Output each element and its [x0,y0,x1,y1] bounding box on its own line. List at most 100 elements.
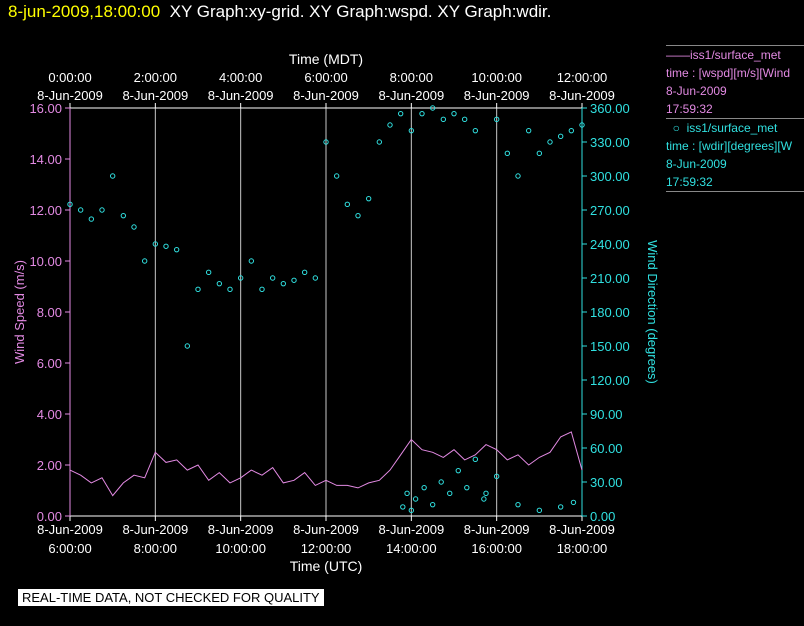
y-left-tick-label: 10.00 [29,254,62,269]
y-right-tick-label: 30.00 [590,475,623,490]
y-right-tick-label: 330.00 [590,135,630,150]
wdir-point [472,456,479,463]
wdir-point [195,286,201,293]
wdir-point [184,343,191,349]
wdir-point [515,501,521,508]
y-right-tick-label: 90.00 [590,407,623,422]
wdir-point [355,212,361,219]
wdir-point [408,127,415,134]
wdir-point [216,280,223,287]
wdir-point [77,207,84,213]
y-left-tick-label: 16.00 [29,101,62,116]
legend-wdir-name: ○ iss1/surface_met [666,121,778,135]
bottom-tick-date: 8-Jun-2009 [549,522,615,537]
wdir-point [536,150,543,157]
y-right-tick-label: 360.00 [590,101,630,116]
top-axis-title: Time (MDT) [289,51,363,67]
page-title: 8-jun-2009,18:00:00 XY Graph:xy-grid. XY… [8,2,551,22]
wdir-point [173,246,180,253]
wdir-point [323,139,329,145]
y-left-tick-label: 0.00 [37,509,62,524]
legend-separator [666,191,804,192]
top-tick-date: 8-Jun-2009 [464,88,530,103]
top-tick-date: 8-Jun-2009 [378,88,444,103]
legend-wdir-date: 8-Jun-2009 [666,157,727,171]
y-left-tick-label: 12.00 [29,203,62,218]
wdir-point [205,269,212,276]
wdir-point [237,275,244,281]
wdir-point [152,241,159,247]
wdir-point [99,207,105,213]
wdir-point [163,243,169,249]
wdir-point [120,212,127,219]
legend-wspd-name: ——iss1/surface_met [666,48,781,62]
y-left-tick-label: 4.00 [37,407,62,422]
wdir-point [67,201,73,208]
wdir-point [525,127,532,134]
y-left-tick-label: 14.00 [29,152,62,167]
top-tick-time: 10:00:00 [471,70,522,85]
axes-layer [65,103,587,521]
legend-wspd-var: time : [wspd][m/s][Wind [666,66,791,80]
wdir-point [481,496,487,502]
y-left-axis-title: Wind Speed (m/s) [12,260,27,364]
top-tick-date: 8-Jun-2009 [293,88,359,103]
wdir-point [483,490,489,497]
wdir-point [455,467,461,474]
grid-layer [154,108,498,516]
title-timestamp: 8-jun-2009,18:00:00 [8,2,161,21]
wdir-point [333,173,340,179]
bottom-axis-title: Time (UTC) [290,558,363,574]
wdir-point [419,110,425,117]
y-right-tick-label: 150.00 [590,339,630,354]
legend-wspd: ——iss1/surface_met time : [wspd][m/s][Wi… [666,46,804,118]
top-tick-time: 6:00:00 [304,70,347,85]
wdir-point [404,490,410,497]
wdir-point [291,277,297,283]
y-right-tick-label: 120.00 [590,373,630,388]
bottom-tick-time: 6:00:00 [48,541,91,556]
wdir-point [515,173,521,179]
top-tick-date: 8-Jun-2009 [122,88,188,103]
bottom-tick-date: 8-Jun-2009 [37,522,103,537]
wdir-point [131,224,137,230]
wdir-point [429,501,436,508]
wdir-point [88,216,95,222]
wdir-point [451,110,457,117]
legend-wspd-time: 17:59:32 [666,102,713,116]
bottom-tick-date: 8-Jun-2009 [122,522,188,537]
y-right-tick-label: 300.00 [590,169,630,184]
y-right-tick-label: 240.00 [590,237,630,252]
wdir-point [227,286,233,293]
wdir-point [412,496,419,502]
top-tick-time: 2:00:00 [134,70,177,85]
wdir-point [400,504,406,510]
wdir-point [461,116,468,123]
wdir-point [397,110,404,117]
y-right-tick-label: 270.00 [590,203,630,218]
wdir-point [438,479,444,485]
wdir-point [472,127,479,134]
y-left-tick-label: 6.00 [37,356,62,371]
y-right-tick-label: 210.00 [590,271,630,286]
bottom-tick-time: 16:00:00 [471,541,522,556]
wdir-point [248,258,255,264]
wdir-point [493,116,500,123]
wdir-point [109,173,116,179]
y-right-tick-label: 0.00 [590,509,615,524]
wdir-point [376,139,383,145]
wind-direction-points [67,105,585,514]
wdir-point [568,127,575,134]
wind-speed-line [69,431,583,497]
wdir-point [579,122,585,128]
wdir-point [440,116,447,123]
bottom-tick-time: 18:00:00 [557,541,608,556]
top-tick-time: 12:00:00 [557,70,608,85]
legend-wdir: ○ iss1/surface_met time : [wdir][degrees… [666,119,804,191]
bottom-tick-time: 10:00:00 [215,541,266,556]
wdir-point [269,275,276,281]
wdir-point [344,201,351,208]
wdir-point [536,507,543,514]
wdir-point [141,258,148,264]
